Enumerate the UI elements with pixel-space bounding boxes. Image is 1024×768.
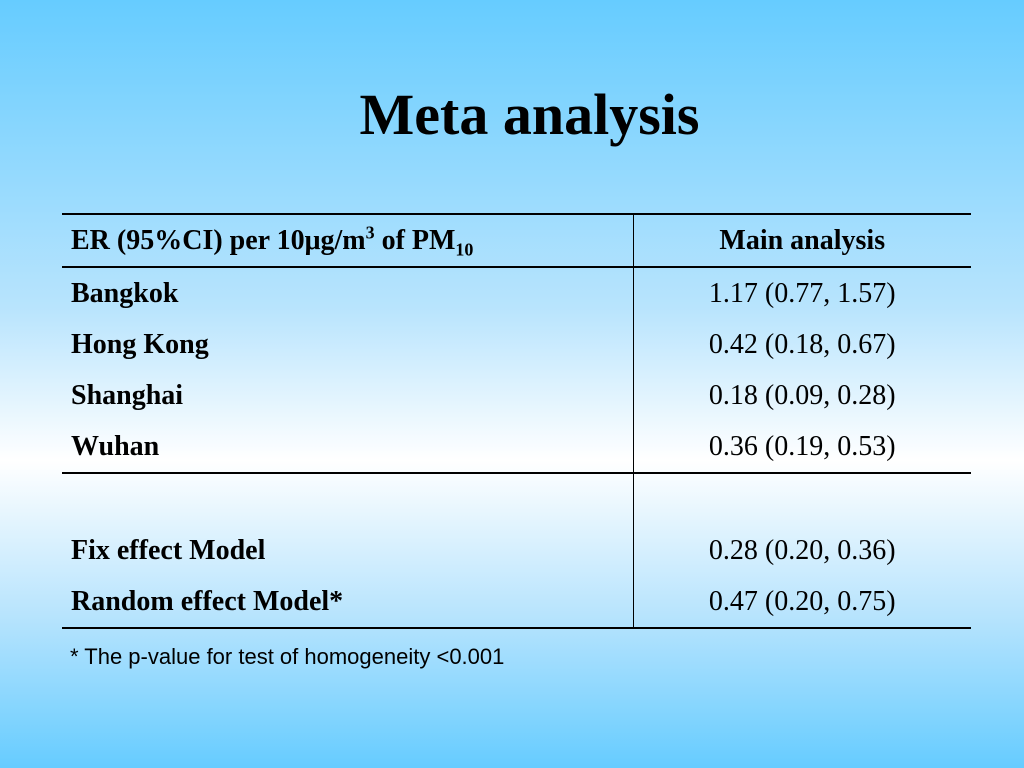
- table-row: Shanghai 0.18 (0.09, 0.28): [62, 370, 971, 421]
- meta-analysis-table-container: ER (95%CI) per 10μg/m3 of PM10 Main anal…: [62, 213, 971, 629]
- model-name: Random effect Model*: [62, 576, 634, 629]
- slide-title: Meta analysis: [359, 82, 700, 147]
- header-main-analysis: Main analysis: [633, 213, 971, 268]
- table-row: Random effect Model* 0.47 (0.20, 0.75): [62, 576, 971, 629]
- city-value: 0.42 (0.18, 0.67): [708, 329, 896, 360]
- spacer-cell: [633, 472, 971, 525]
- header-er-subscript: 10: [455, 239, 474, 260]
- table-row: Fix effect Model 0.28 (0.20, 0.36): [62, 525, 971, 576]
- model-value: 0.47 (0.20, 0.75): [633, 576, 971, 629]
- city-value: 0.36 (0.19, 0.53): [708, 431, 896, 462]
- table-row: Wuhan 0.36 (0.19, 0.53): [62, 421, 971, 473]
- city-name: Shanghai: [62, 370, 634, 421]
- header-er-middle: of PM: [374, 225, 456, 256]
- city-value: 1.17 (0.77, 1.57): [708, 278, 896, 309]
- table-row: Bangkok 1.17 (0.77, 1.57): [62, 267, 971, 319]
- model-name: Fix effect Model: [62, 525, 634, 576]
- city-name: Bangkok: [62, 267, 634, 319]
- meta-analysis-table: ER (95%CI) per 10μg/m3 of PM10 Main anal…: [62, 213, 971, 629]
- spacer-cell: [62, 472, 634, 525]
- header-er-superscript: 3: [365, 222, 375, 243]
- header-er-ci: ER (95%CI) per 10μg/m3 of PM10: [62, 213, 634, 268]
- model-value: 0.28 (0.20, 0.36): [708, 535, 896, 566]
- table-spacer-row: [62, 472, 971, 525]
- footnote: * The p-value for test of homogeneity <0…: [70, 644, 505, 669]
- table-row: Hong Kong 0.42 (0.18, 0.67): [62, 319, 971, 370]
- city-name: Wuhan: [62, 421, 634, 473]
- header-er-prefix: ER (95%CI) per 10μg/m: [71, 225, 366, 256]
- city-name: Hong Kong: [62, 319, 634, 370]
- table-header-row: ER (95%CI) per 10μg/m3 of PM10 Main anal…: [62, 213, 971, 268]
- city-value: 0.18 (0.09, 0.28): [708, 380, 896, 411]
